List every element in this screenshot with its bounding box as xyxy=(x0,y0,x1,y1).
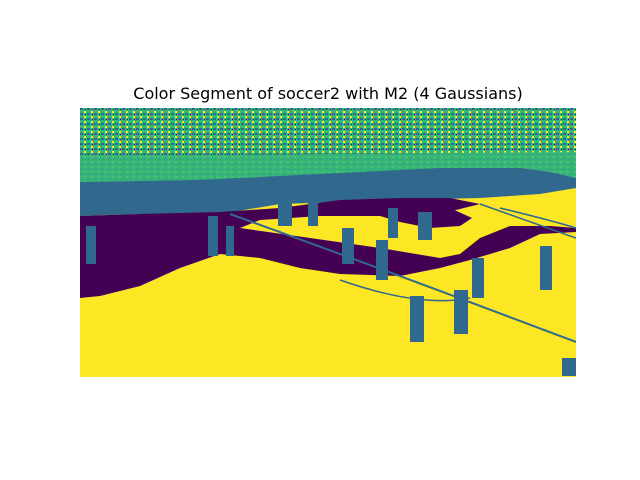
field-line xyxy=(479,203,576,239)
field-line xyxy=(229,213,576,343)
player xyxy=(86,226,96,264)
figure-title: Color Segment of soccer2 with M2 (4 Gaus… xyxy=(133,84,523,103)
shadow-region xyxy=(80,198,576,298)
player xyxy=(278,198,292,226)
player xyxy=(388,208,398,238)
player xyxy=(472,258,484,298)
player xyxy=(208,216,218,256)
player xyxy=(454,290,468,334)
player xyxy=(342,228,354,264)
player xyxy=(562,358,576,376)
player xyxy=(418,212,432,240)
field-line xyxy=(499,207,576,229)
segmentation-image xyxy=(80,108,576,377)
ad-band-region xyxy=(80,168,576,216)
player xyxy=(226,226,234,256)
player xyxy=(376,240,388,280)
players xyxy=(86,198,576,376)
player xyxy=(410,296,424,342)
player xyxy=(308,200,318,226)
player xyxy=(540,246,552,290)
